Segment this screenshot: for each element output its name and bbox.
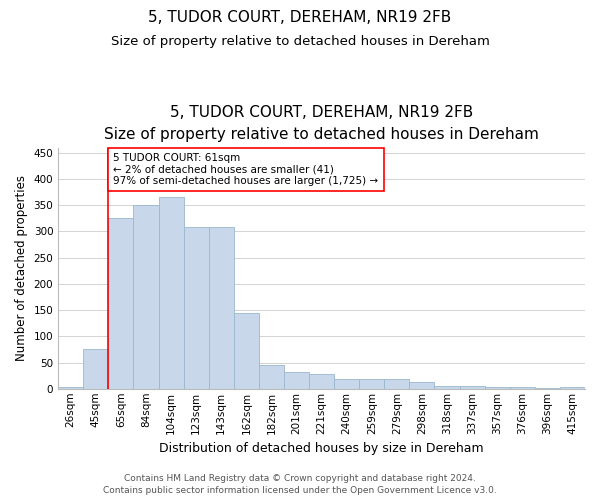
Bar xyxy=(485,386,510,389)
Bar xyxy=(460,386,485,389)
Text: Contains HM Land Registry data © Crown copyright and database right 2024.
Contai: Contains HM Land Registry data © Crown c… xyxy=(103,474,497,495)
Y-axis label: Number of detached properties: Number of detached properties xyxy=(15,175,28,361)
Bar xyxy=(334,380,359,389)
Bar xyxy=(234,313,259,389)
Bar xyxy=(284,372,309,389)
Title: 5, TUDOR COURT, DEREHAM, NR19 2FB
Size of property relative to detached houses i: 5, TUDOR COURT, DEREHAM, NR19 2FB Size o… xyxy=(104,105,539,142)
Bar xyxy=(510,386,535,389)
X-axis label: Distribution of detached houses by size in Dereham: Distribution of detached houses by size … xyxy=(159,442,484,455)
Bar xyxy=(359,380,385,389)
Bar xyxy=(409,382,434,389)
Bar xyxy=(209,227,234,389)
Bar xyxy=(259,365,284,389)
Text: 5, TUDOR COURT, DEREHAM, NR19 2FB: 5, TUDOR COURT, DEREHAM, NR19 2FB xyxy=(148,10,452,25)
Bar xyxy=(133,205,158,389)
Bar xyxy=(58,387,83,389)
Text: Size of property relative to detached houses in Dereham: Size of property relative to detached ho… xyxy=(110,34,490,48)
Bar xyxy=(158,198,184,389)
Bar xyxy=(535,388,560,389)
Text: 5 TUDOR COURT: 61sqm
← 2% of detached houses are smaller (41)
97% of semi-detach: 5 TUDOR COURT: 61sqm ← 2% of detached ho… xyxy=(113,153,379,186)
Bar xyxy=(309,374,334,389)
Bar xyxy=(83,350,109,389)
Bar xyxy=(109,218,133,389)
Bar xyxy=(434,386,460,389)
Bar xyxy=(560,386,585,389)
Bar xyxy=(184,227,209,389)
Bar xyxy=(385,380,409,389)
